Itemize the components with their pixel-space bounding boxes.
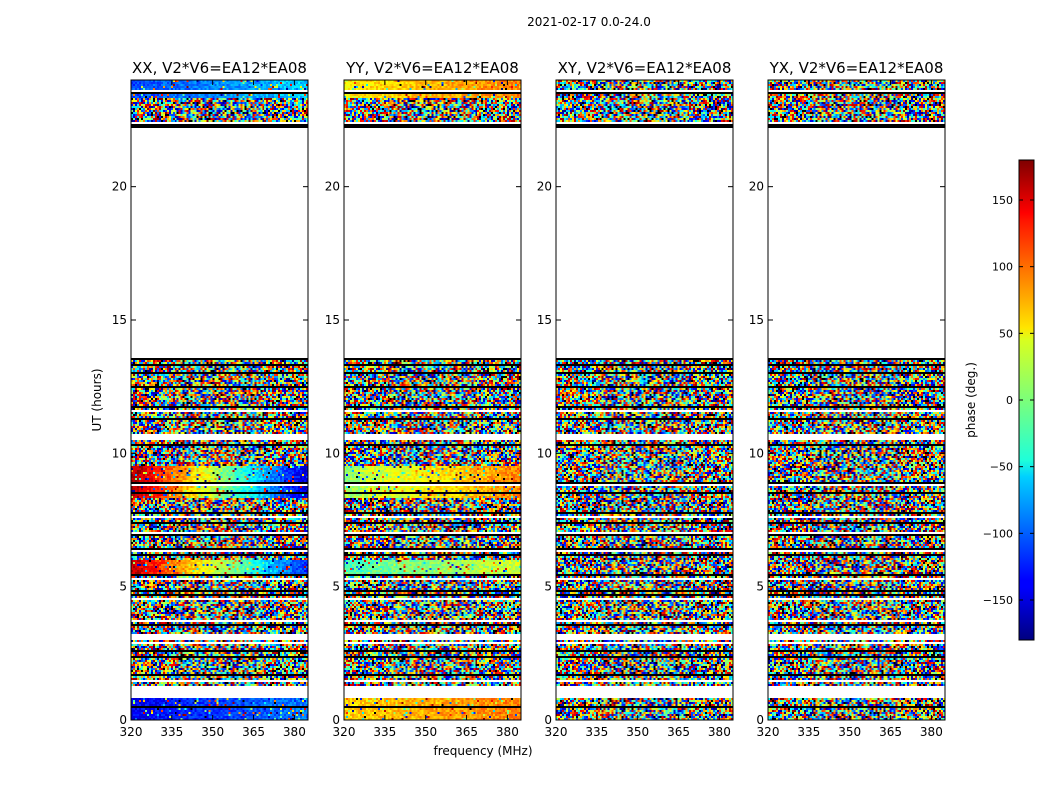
y-tick-label: 20 [537, 180, 552, 194]
y-tick-label: 0 [119, 713, 127, 727]
panel-frame-2 [343, 79, 522, 721]
x-tick-label: 380 [920, 725, 943, 739]
y-tick-label: 0 [756, 713, 764, 727]
panel-title-3: XY, V2*V6=EA12*EA08 [558, 59, 732, 77]
panel-title-2: YY, V2*V6=EA12*EA08 [345, 59, 519, 77]
x-tick-label: 380 [708, 725, 731, 739]
y-tick-label: 15 [325, 313, 340, 327]
panel-frame-1 [130, 79, 309, 721]
panel-3: XY, V2*V6=EA12*EA08 320 335 350 365 380 0 5 10 15… [537, 59, 734, 739]
colorbar-tick-label: 100 [992, 261, 1013, 274]
panel-title-4: YX, V2*V6=EA12*EA08 [769, 59, 944, 77]
panel-heatmap-3 [556, 80, 733, 720]
panel-title-1: XX, V2*V6=EA12*EA08 [132, 59, 307, 77]
colorbar-tick-label: 0 [1006, 394, 1013, 407]
y-tick-label: 0 [544, 713, 552, 727]
y-tick-label: 20 [112, 180, 127, 194]
x-tick-label: 380 [496, 725, 519, 739]
y-tick-label: 10 [749, 446, 764, 460]
colorbar-tick-label: −150 [983, 594, 1013, 607]
y-tick-label: 15 [112, 313, 127, 327]
y-tick-label: 5 [756, 580, 764, 594]
colorbar-tick-label: −100 [983, 527, 1013, 540]
x-tick-label: 320 [757, 725, 780, 739]
colorbar: 150 100 50 0 −50 −100 −150 phase (deg.) [964, 159, 1035, 641]
colorbar-tick-label: 150 [992, 194, 1013, 207]
panel-frame-3 [555, 79, 734, 721]
x-tick-label: 335 [585, 725, 608, 739]
y-tick-label: 20 [325, 180, 340, 194]
y-tick-label: 10 [325, 446, 340, 460]
colorbar-label: phase (deg.) [964, 362, 978, 438]
panel-frame-4 [767, 79, 946, 721]
x-tick-label: 350 [626, 725, 649, 739]
y-tick-label: 5 [332, 580, 340, 594]
x-tick-label: 365 [667, 725, 690, 739]
y-tick-label: 15 [749, 313, 764, 327]
x-tick-label: 320 [333, 725, 356, 739]
y-tick-label: 15 [537, 313, 552, 327]
x-tick-label: 380 [283, 725, 306, 739]
panel-heatmap-4 [768, 80, 945, 720]
colorbar-tick-label: −50 [990, 461, 1013, 474]
panel-heatmap-1 [131, 80, 308, 720]
y-tick-label: 10 [112, 446, 127, 460]
y-tick-label: 5 [119, 580, 127, 594]
y-tick-label: 10 [537, 446, 552, 460]
x-tick-label: 335 [797, 725, 820, 739]
x-tick-label: 320 [120, 725, 143, 739]
x-tick-label: 350 [838, 725, 861, 739]
panel-2: YY, V2*V6=EA12*EA08 320 335 350 365 380 0 5 10 15… [325, 59, 522, 739]
figure-suptitle: 2021-02-17 0.0-24.0 [527, 15, 651, 29]
y-axis-label: UT (hours) [90, 368, 104, 431]
x-tick-label: 350 [414, 725, 437, 739]
y-tick-label: 20 [749, 180, 764, 194]
panel-4: YX, V2*V6=EA12*EA08 320 335 350 365 380 0 5 10 15… [749, 59, 946, 739]
x-tick-label: 320 [545, 725, 568, 739]
panels-group: XX, V2*V6=EA12*EA08 320 335 350 365 380 0 5 10 15… [112, 59, 946, 739]
panel-1: XX, V2*V6=EA12*EA08 320 335 350 365 380 0 5 10 15… [112, 59, 309, 739]
x-tick-label: 365 [879, 725, 902, 739]
colorbar-tick-label: 50 [999, 327, 1013, 340]
x-tick-label: 365 [455, 725, 478, 739]
x-tick-label: 335 [160, 725, 183, 739]
y-tick-label: 5 [544, 580, 552, 594]
panel-heatmap-2 [344, 80, 521, 720]
x-tick-label: 350 [201, 725, 224, 739]
x-tick-label: 335 [373, 725, 396, 739]
x-tick-label: 365 [242, 725, 265, 739]
x-axis-label: frequency (MHz) [433, 744, 532, 758]
y-tick-label: 0 [332, 713, 340, 727]
colorbar-ticks: 150 100 50 0 −50 −100 −150 [983, 194, 1034, 607]
